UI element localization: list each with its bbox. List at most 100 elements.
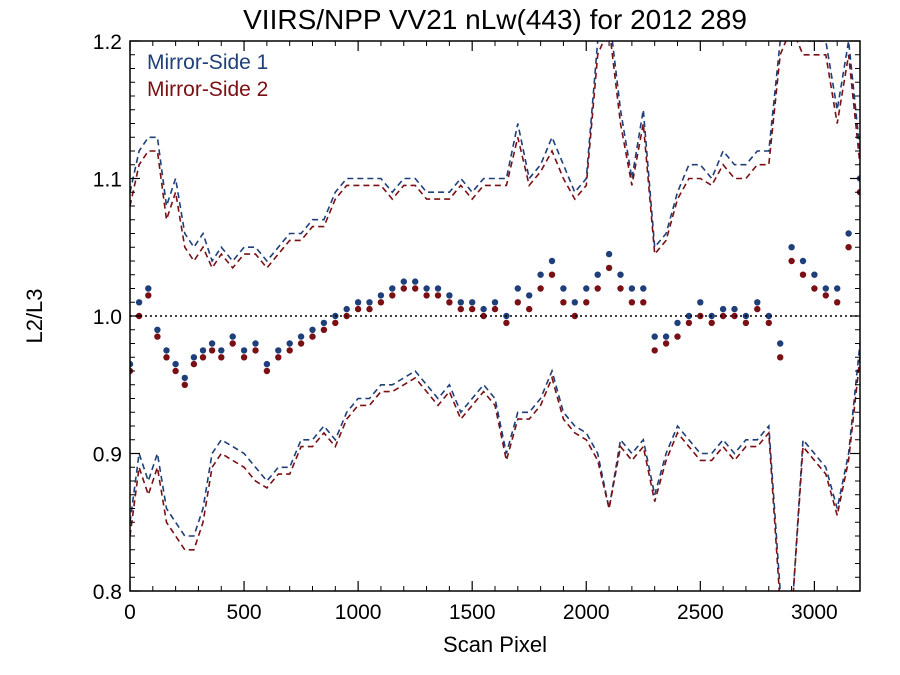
series-2-point-16 [275,354,282,361]
series-1-point-46 [617,271,624,278]
series-1-point-48 [640,285,647,292]
series-2-point-31 [446,299,453,306]
series-2-point-40 [548,271,556,278]
series-1-point-66 [845,230,852,237]
series-2-point-14 [252,347,259,354]
series-2-point-32 [457,305,464,313]
series-2-point-65 [834,299,841,306]
series-1-point-4 [154,326,161,333]
series-1-point-11 [218,347,225,354]
series-1-point-13 [240,347,248,354]
series-1-point-33 [469,299,476,306]
series-2-point-13 [240,354,248,361]
series-1-point-32 [457,299,464,306]
series-1-point-16 [275,347,282,354]
x-tick-label-3: 1500 [449,601,496,624]
series-1-point-62 [799,257,807,265]
series-1-point-18 [297,333,305,340]
series-1-point-9 [199,347,207,354]
series-2-point-21 [332,319,339,327]
series-2-point-52 [685,319,693,327]
series-1-point-23 [354,299,362,306]
series-3-upper-envelope-line [130,41,860,263]
series-2-point-41 [560,299,567,306]
series-2-point-19 [309,333,316,340]
series-2-point-17 [286,347,293,354]
y-tick-label-1: 0.9 [93,444,122,467]
series-1-point-25 [377,292,385,299]
series-2-point-8 [190,360,198,368]
series-1-point-47 [628,285,636,292]
chart-title: VIIRS/NPP VV21 nLw(443) for 2012 289 [243,4,747,35]
series-2-point-5 [163,354,170,361]
series-1-point-17 [286,340,293,347]
y-tick-label-0: 0.8 [93,581,122,604]
x-axis-label: Scan Pixel [443,632,547,657]
series-1-point-20 [320,319,328,327]
series-2-point-61 [788,257,795,265]
series-1-point-3 [145,285,152,292]
series-1-point-8 [190,354,198,361]
series-2-point-37 [514,299,521,306]
series-2-point-27 [400,285,407,292]
series-1-point-43 [583,285,590,292]
x-tick-label-5: 2500 [677,601,724,624]
series-1-point-61 [788,244,795,251]
series-2-point-23 [354,305,362,313]
x-tick-label-2: 1000 [335,601,382,624]
series-1-point-24 [366,299,373,306]
series-1-point-7 [181,374,188,382]
x-tick-label-0: 0 [124,601,136,624]
series-2-point-62 [799,271,807,278]
y-tick-label-4: 1.2 [93,31,122,54]
series-2-point-42 [571,312,578,320]
series-1-point-6 [172,360,179,368]
series-2-point-24 [366,305,373,313]
series-2-point-47 [628,299,636,306]
series-1-point-34 [480,305,487,313]
series-1-point-1 [130,360,134,368]
series-2-point-55 [719,312,727,320]
series-2-point-56 [731,312,738,320]
y-tick-label-2: 1.0 [93,306,122,329]
series-2-point-44 [594,285,601,292]
legend-entry-ms2: Mirror-Side 2 [147,78,268,101]
series-1-point-51 [674,319,681,327]
series-2-point-7 [181,381,188,388]
series-2-point-45 [605,264,613,272]
series-1-point-60 [777,340,784,347]
series-5-lower-envelope-line [130,343,860,591]
x-tick-label-4: 2000 [563,601,610,624]
series-1-point-12 [229,333,236,340]
x-axis: 0 500 1000 1500 2000 2500 3000 [124,41,861,624]
series-2-point-10 [208,347,216,354]
series-1-point-15 [263,360,271,368]
series-2-point-54 [708,319,715,327]
series-2-point-36 [503,319,510,327]
series-2-point-15 [263,367,271,375]
series-1-point-28 [412,278,419,285]
series-2-point-30 [434,292,442,299]
series-2-point-59 [765,319,772,327]
series-2-point-51 [674,333,681,340]
series-1-point-29 [423,285,430,292]
series-2-point-28 [412,285,419,292]
series-1-point-45 [605,250,613,258]
series-1-point-26 [389,285,396,292]
series-2-point-63 [811,285,818,292]
series-1-point-37 [514,285,521,292]
series-1-point-2 [135,299,143,306]
series-4-upper-envelope-line [130,41,860,270]
series-2-point-60 [777,354,784,361]
series-1-point-50 [662,333,670,340]
series-1-point-14 [252,340,259,347]
series-1-point-22 [343,305,350,313]
series-1-point-64 [822,285,829,292]
series-2-point-50 [662,340,670,347]
series-2-point-66 [845,244,852,251]
series-2-point-33 [469,305,476,313]
series-2-point-9 [199,354,207,361]
series-2-point-57 [742,319,750,327]
series-1-point-49 [651,333,658,340]
